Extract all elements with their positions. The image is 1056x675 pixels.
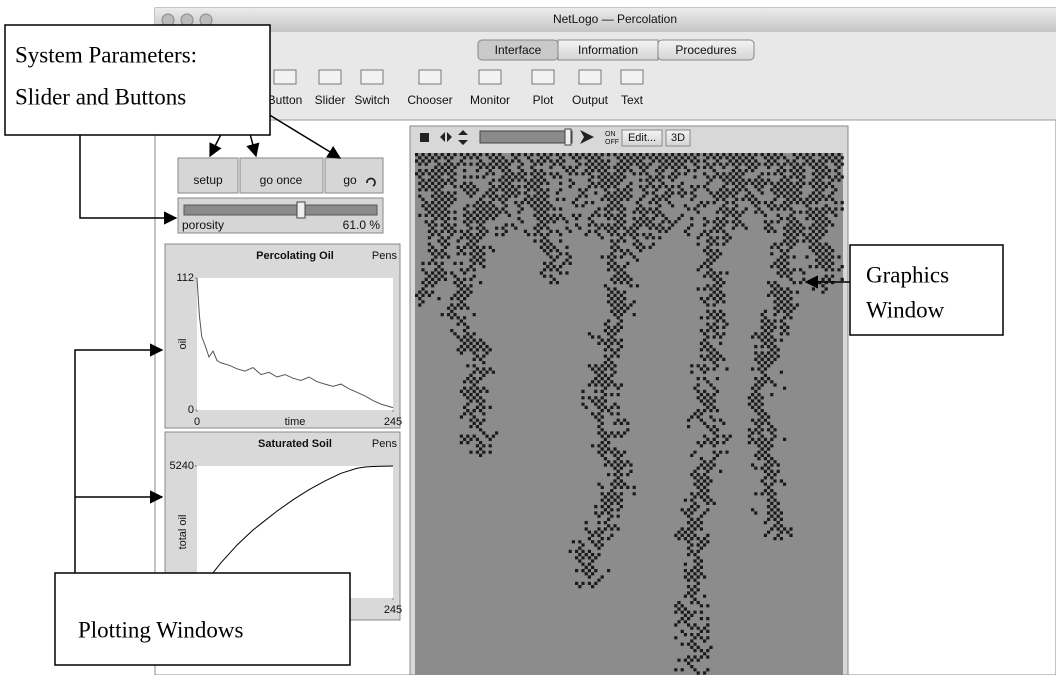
toolbar-label: Monitor xyxy=(470,93,510,107)
plots: Percolating Oil Pens 0 112 0 245 time oil Satura… xyxy=(165,244,402,620)
speed-thumb[interactable] xyxy=(565,129,571,145)
annotation: Slider and Buttons xyxy=(15,84,186,109)
speed-slider[interactable] xyxy=(480,131,572,143)
annotation: System Parameters: xyxy=(15,42,197,67)
toolbar-icon[interactable] xyxy=(361,70,383,84)
toolbar-label: Button xyxy=(268,93,303,107)
toolbar-icon[interactable] xyxy=(532,70,554,84)
toolbar-label: Output xyxy=(572,93,609,107)
pens-label: Pens xyxy=(372,250,398,262)
zoom-button[interactable] xyxy=(200,14,212,26)
switch-on: ON xyxy=(605,131,616,138)
x-tick-label: 245 xyxy=(384,416,402,428)
y-tick-label: 0 xyxy=(188,404,194,416)
slider-thumb[interactable] xyxy=(297,202,305,218)
toolbar-icon[interactable] xyxy=(274,70,296,84)
toolbar-label: Text xyxy=(621,93,644,107)
toolbar-label: Switch xyxy=(354,93,389,107)
annotation: Window xyxy=(866,297,945,322)
minimize-button[interactable] xyxy=(181,14,193,26)
annotation: Graphics xyxy=(866,262,949,287)
toolbar-icon[interactable] xyxy=(419,70,441,84)
button-label: setup xyxy=(193,173,223,187)
tab-label: Information xyxy=(578,43,638,57)
toolbar-label: Slider xyxy=(315,93,346,107)
view-icon[interactable] xyxy=(420,133,429,142)
plot-area xyxy=(197,278,393,410)
slider-label: porosity xyxy=(182,218,224,232)
plot-title: Percolating Oil xyxy=(256,250,334,262)
switch-off: OFF xyxy=(605,139,619,146)
pens-label: Pens xyxy=(372,438,398,450)
x-axis-label: time xyxy=(285,416,306,428)
3d-label: 3D xyxy=(671,132,685,144)
window-title: NetLogo — Percolation xyxy=(553,12,677,26)
slider-value: 61.0 % xyxy=(343,218,381,232)
tab-label: Procedures xyxy=(675,43,736,57)
slider-track xyxy=(184,205,377,215)
toolbar-icon[interactable] xyxy=(621,70,643,84)
toolbar-icon[interactable] xyxy=(579,70,601,84)
annotation: Plotting Windows xyxy=(78,617,243,642)
y-axis-label: total oil xyxy=(177,515,189,550)
y-tick-label: 5240 xyxy=(170,460,194,472)
x-tick-label: 0 xyxy=(194,416,200,428)
tab-label: Interface xyxy=(495,43,542,57)
arrow xyxy=(75,350,162,573)
y-tick-label: 112 xyxy=(176,272,194,284)
close-button[interactable] xyxy=(162,14,174,26)
toolbar-label: Chooser xyxy=(407,93,452,107)
tabs: Interface Information Procedures xyxy=(478,40,754,60)
button-label: go once xyxy=(260,173,303,187)
screenshot: NetLogo — Percolation Interface Informat… xyxy=(0,0,1056,675)
button-label: go xyxy=(343,173,357,187)
edit-label: Edit... xyxy=(628,132,656,144)
plot-title: Saturated Soil xyxy=(258,438,332,450)
toolbar-label: Plot xyxy=(533,93,554,107)
y-axis-label: oil xyxy=(177,338,189,349)
x-tick-label: 245 xyxy=(384,604,402,616)
toolbar-icon[interactable] xyxy=(479,70,501,84)
toolbar-icon[interactable] xyxy=(319,70,341,84)
